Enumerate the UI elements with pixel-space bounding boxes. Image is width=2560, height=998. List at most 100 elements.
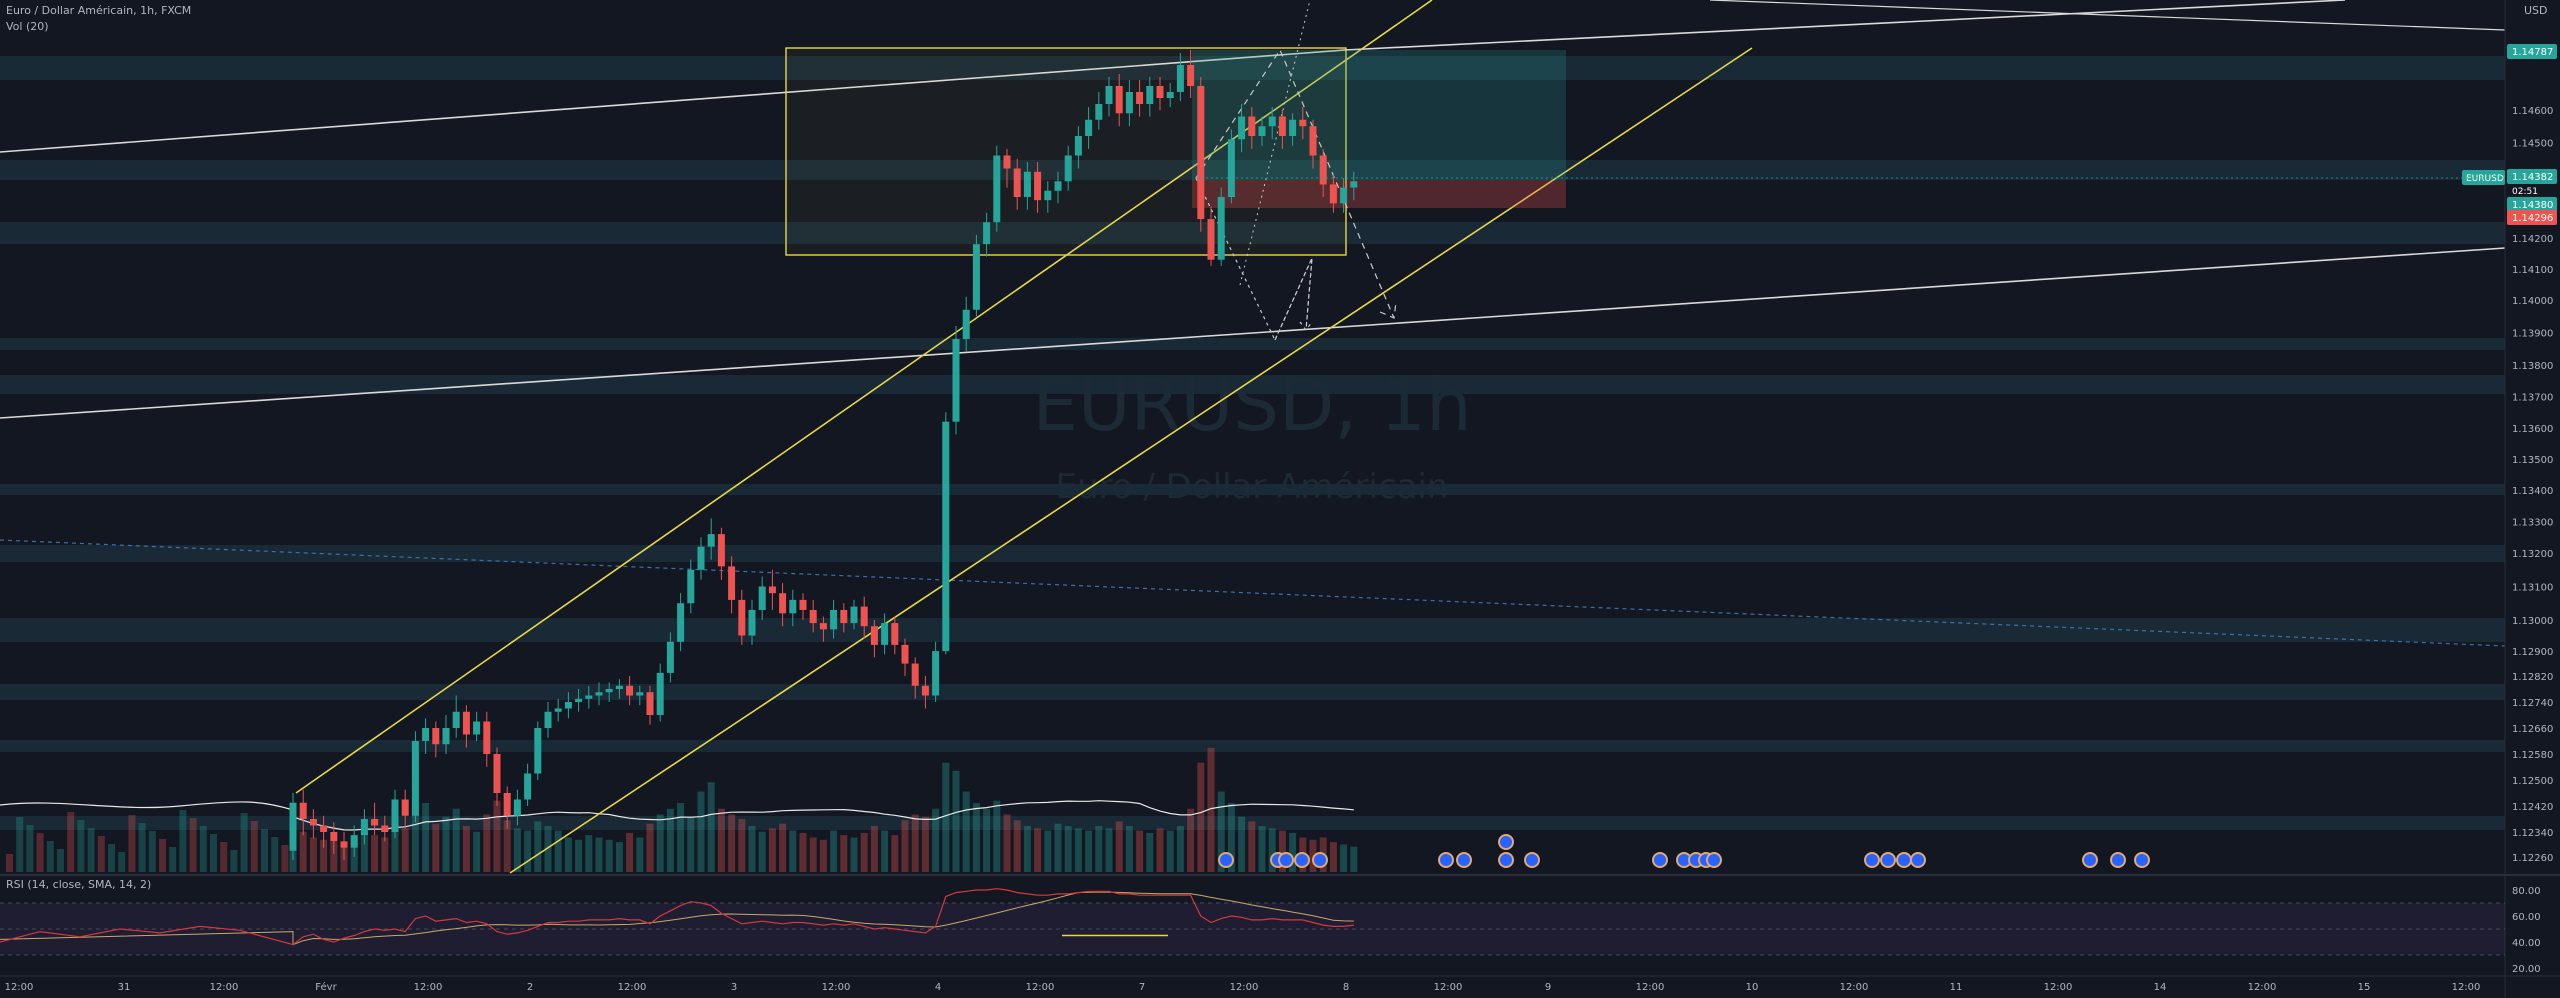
volume-bar	[422, 803, 430, 872]
volume-bar	[666, 808, 674, 872]
volume-bar	[148, 831, 156, 872]
volume-bar	[972, 803, 980, 872]
time-tick-label: 10	[1746, 982, 1759, 993]
time-tick-label: 4	[935, 982, 941, 993]
rsi-label[interactable]: RSI (14, close, SMA, 14, 2)	[6, 878, 152, 891]
volume-bar	[1197, 762, 1205, 872]
volume-bar	[768, 828, 776, 872]
event-icon	[1438, 852, 1454, 868]
volume-bar	[1187, 808, 1195, 872]
candle-body	[687, 569, 695, 604]
candle-body	[768, 586, 776, 594]
volume-bar	[1125, 826, 1133, 872]
event-icon	[1294, 852, 1310, 868]
candle-body	[738, 599, 746, 636]
price-tick-label: 1.14100	[2512, 265, 2553, 276]
volume-bar	[809, 837, 817, 872]
volume-bar	[1146, 832, 1154, 872]
event-icon	[1880, 852, 1896, 868]
candle-body	[962, 309, 970, 339]
event-icon	[1498, 834, 1514, 850]
volume-bar	[1054, 823, 1062, 872]
candle-body	[656, 672, 664, 715]
volume-bar	[138, 823, 146, 872]
volume-bar	[230, 850, 238, 872]
volume-bar	[261, 829, 268, 872]
price-tick-label: 1.12660	[2512, 724, 2553, 735]
volume-label[interactable]: Vol (20)	[6, 20, 49, 33]
candle-body	[666, 641, 674, 673]
range-box	[785, 47, 1347, 256]
candle-body	[1197, 86, 1205, 220]
volume-bar	[891, 835, 899, 872]
drawings[interactable]	[0, 0, 2506, 874]
volume-bar	[993, 800, 1001, 872]
time-tick-label: 12:00	[1636, 982, 1665, 993]
zone-band	[0, 56, 2505, 80]
volume-bar	[1207, 747, 1215, 872]
time-axis[interactable]: 12:00 31 12:00 Févr 12:00 2 12:00 3 12:00 4 12:00 7…	[0, 975, 2560, 993]
time-tick-label: 12:00	[2044, 982, 2073, 993]
volume-bar	[921, 816, 929, 872]
volume-bar	[819, 839, 827, 872]
price-tick-label: 1.13000	[2512, 616, 2553, 627]
volume-bar	[738, 819, 746, 872]
economic-events[interactable]	[1218, 834, 2150, 868]
volume-bar	[271, 837, 279, 872]
candle-body	[697, 546, 705, 570]
candle-body	[575, 698, 583, 702]
volume-bar	[493, 800, 501, 872]
volume-bar	[646, 823, 654, 872]
badge-low-bg	[2507, 210, 2557, 225]
volume-bar	[220, 842, 228, 872]
candle-body	[891, 623, 899, 645]
volume-bar	[575, 839, 583, 872]
volume-bar	[1003, 814, 1011, 872]
upper-white-trendline-ext	[1344, 0, 2346, 51]
candle-body	[1278, 116, 1286, 136]
volume-bar	[46, 841, 54, 872]
candle-body	[1125, 92, 1133, 114]
symbol-title[interactable]: Euro / Dollar Américain, 1h, FXCM	[6, 4, 192, 17]
rsi-pane[interactable]: 80.00 60.00 40.00 20.00	[0, 874, 2560, 975]
volume-bar	[108, 844, 115, 872]
candle-body	[564, 702, 572, 709]
target-zone	[1192, 50, 1566, 180]
price-tick-label: 1.14600	[2512, 106, 2553, 117]
candle-body	[1034, 171, 1042, 201]
volume-bar	[26, 825, 34, 872]
volume-bar	[309, 837, 317, 872]
price-tick-label: 1.12420	[2512, 802, 2553, 813]
candle-body	[585, 695, 593, 699]
volume-bar	[932, 808, 940, 872]
price-axis[interactable]: 1.146001.145001.144001.142001.141001.140…	[2504, 0, 2560, 998]
badge-countdown: 02:51	[2512, 187, 2538, 197]
volume-bar	[240, 813, 248, 872]
volume-bar	[442, 816, 450, 872]
volume-bar	[615, 842, 623, 872]
candles[interactable]	[289, 50, 1358, 861]
volume-bar	[97, 836, 105, 872]
candle-body	[819, 623, 827, 630]
event-icon	[2110, 852, 2126, 868]
price-tick-label: 1.13900	[2512, 329, 2553, 340]
dotted-blue-line	[0, 539, 2506, 647]
price-tick-label: 1.12580	[2512, 750, 2553, 761]
volume-bar	[179, 810, 187, 872]
candle-body	[646, 692, 654, 715]
price-tick-label: 1.12340	[2512, 828, 2553, 839]
zone-band	[0, 740, 2505, 752]
candle-body	[401, 799, 409, 816]
volume-bar	[1115, 821, 1123, 872]
volume-bar	[707, 782, 715, 872]
currency-label[interactable]: USD	[2524, 4, 2548, 17]
volume-bar	[564, 837, 572, 872]
projection-dotted-2	[1274, 257, 1313, 341]
volume-bar	[1085, 830, 1093, 872]
candle-body	[1013, 168, 1021, 198]
volume-bar	[169, 847, 177, 872]
candle-body	[636, 692, 644, 696]
candle-body	[1289, 119, 1297, 136]
candle-body	[901, 644, 909, 664]
